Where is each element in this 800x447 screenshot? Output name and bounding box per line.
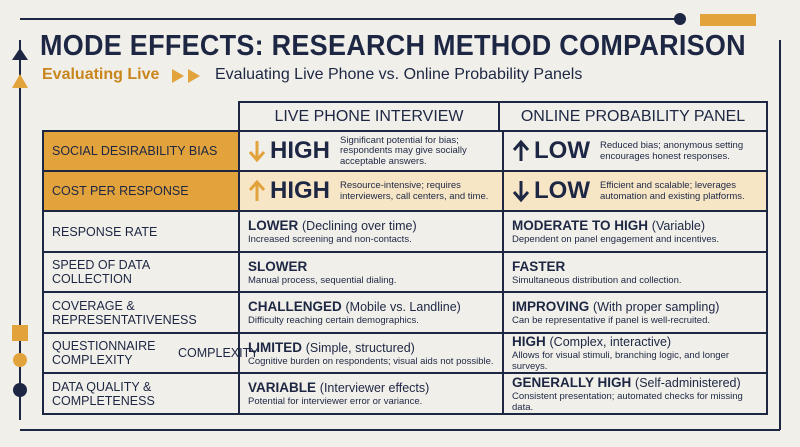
- rating: VARIABLE (Interviewer effects): [248, 380, 430, 395]
- table-row: QUESTIONNAIRE COMPLEXITY LIMITED (Simple,…: [42, 334, 768, 374]
- table-row: SOCIAL DESIRABILITY BIAS HIGH Significant …: [42, 130, 768, 172]
- table-cell: MODERATE TO HIGH (Variable) Dependent on …: [502, 212, 766, 251]
- table-cell: LOWER (Declining over time) Increased scr…: [240, 212, 502, 251]
- rating-note: (Self-administered): [635, 375, 741, 390]
- row-label: DATA QUALITY & COMPLETENESS: [44, 374, 240, 413]
- rating-note: (Interviewer effects): [319, 381, 430, 395]
- detail: Significant potential for bias; responde…: [340, 134, 467, 167]
- rating-note: (Complex, interactive): [549, 335, 672, 349]
- table-cell: CHALLENGED (Mobile vs. Landline) Difficul…: [240, 293, 502, 332]
- rating: HIGH (Complex, interactive): [512, 334, 672, 349]
- rating: GENERALLY HIGH (Self-administered): [512, 374, 741, 390]
- detail: Cognitive burden on respondents; visual …: [248, 355, 494, 367]
- rating: LOW: [534, 137, 590, 164]
- detail: Efficient and scalable; leverages automa…: [599, 180, 745, 202]
- table-row: COVERAGE & REPRESENTATIVENESS CHALLENGED …: [42, 293, 768, 334]
- row-label-extra: COMPLEXITY: [178, 346, 259, 360]
- rating: LIMITED (Simple, structured): [248, 339, 415, 355]
- rating-note: (Variable): [651, 219, 706, 233]
- table-cell: GENERALLY HIGH (Self-administered) Consis…: [502, 374, 766, 413]
- rating-note: (Simple, structured): [305, 340, 415, 355]
- arrow-icon: [512, 139, 530, 161]
- rating-note: (Declining over time): [302, 219, 417, 233]
- detail: Simultaneous distribution and collection…: [512, 274, 682, 286]
- table-row: COST PER RESPONSE HIGH Resource-intensive;…: [42, 172, 768, 212]
- rating: HIGH: [270, 177, 330, 204]
- rating: MODERATE TO HIGH (Variable): [512, 218, 706, 233]
- arrow-icon: [248, 179, 266, 201]
- table-cell: FASTER Simultaneous distribution and coll…: [502, 253, 766, 291]
- row-label: RESPONSE RATE: [44, 212, 240, 251]
- table-cell: LOW Reduced bias; anonymous setting encou…: [502, 132, 766, 170]
- rating: HIGH: [270, 137, 330, 164]
- subtitle-lead: Evaluating Live: [42, 66, 160, 83]
- table-cell: LOW Efficient and scalable; leverages aut…: [502, 172, 766, 210]
- table-cell: HIGH (Complex, interactive) Allows for vi…: [502, 334, 766, 372]
- detail: Manual process, sequential dialing.: [248, 274, 397, 286]
- table-cell: HIGH Resource-intensive; requires intervi…: [240, 172, 502, 210]
- row-label: SPEED OF DATA COLLECTION: [44, 253, 240, 291]
- arrow-icon: [512, 181, 530, 203]
- rating: LOWER (Declining over time): [248, 218, 417, 233]
- rating-note: (With proper sampling): [593, 300, 720, 314]
- detail: Allows for visual stimuli, branching log…: [512, 350, 730, 372]
- column-header: LIVE PHONE INTERVIEW: [238, 101, 500, 130]
- table-cell: SLOWER Manual process, sequential dialing…: [240, 253, 502, 291]
- row-label: QUESTIONNAIRE COMPLEXITY: [44, 334, 240, 372]
- table-cell: LIMITED (Simple, structured) Cognitive bu…: [240, 334, 502, 372]
- rating: SLOWER: [248, 258, 308, 274]
- title: MODE EFFECTS: RESEARCH METHOD COMPARISON: [40, 30, 746, 62]
- detail: Dependent on panel engagement and incent…: [512, 234, 720, 245]
- rating: IMPROVING (With proper sampling): [512, 299, 720, 314]
- detail: Increased screening and non-contacts.: [248, 234, 412, 245]
- detail: Difficulty reaching certain demographics…: [248, 315, 419, 326]
- rating: FASTER: [512, 258, 566, 274]
- subtitle: Evaluating Live Phone vs. Online Probabi…: [215, 66, 583, 83]
- table-cell: IMPROVING (With proper sampling) Can be r…: [502, 293, 766, 332]
- table-cell: VARIABLE (Interviewer effects) Potential …: [240, 374, 502, 413]
- detail: Consistent presentation; automated check…: [512, 390, 743, 413]
- row-label: COST PER RESPONSE: [44, 172, 240, 210]
- detail: Potential for interviewer error or varia…: [248, 396, 423, 407]
- rating: CHALLENGED (Mobile vs. Landline): [248, 299, 461, 314]
- row-label: SOCIAL DESIRABILITY BIAS: [44, 132, 240, 170]
- table-row: DATA QUALITY & COMPLETENESS VARIABLE (Int…: [42, 374, 768, 415]
- detail: Reduced bias; anonymous setting encourag…: [599, 140, 744, 162]
- column-header: ONLINE PROBABILITY PANEL: [498, 101, 768, 130]
- rating-note: (Mobile vs. Landline): [345, 300, 461, 314]
- table-row: SPEED OF DATA COLLECTION SLOWER Manual pro…: [42, 253, 768, 293]
- table-row: RESPONSE RATE LOWER (Declining over time)…: [42, 212, 768, 253]
- table-cell: HIGH Significant potential for bias; resp…: [240, 132, 502, 170]
- row-label: COVERAGE & REPRESENTATIVENESS: [44, 293, 240, 332]
- detail: Resource-intensive; requires interviewer…: [340, 180, 489, 202]
- detail: Can be representative if panel is well-r…: [512, 315, 711, 326]
- rating: LOW: [534, 177, 590, 204]
- arrow-icon: [248, 141, 266, 163]
